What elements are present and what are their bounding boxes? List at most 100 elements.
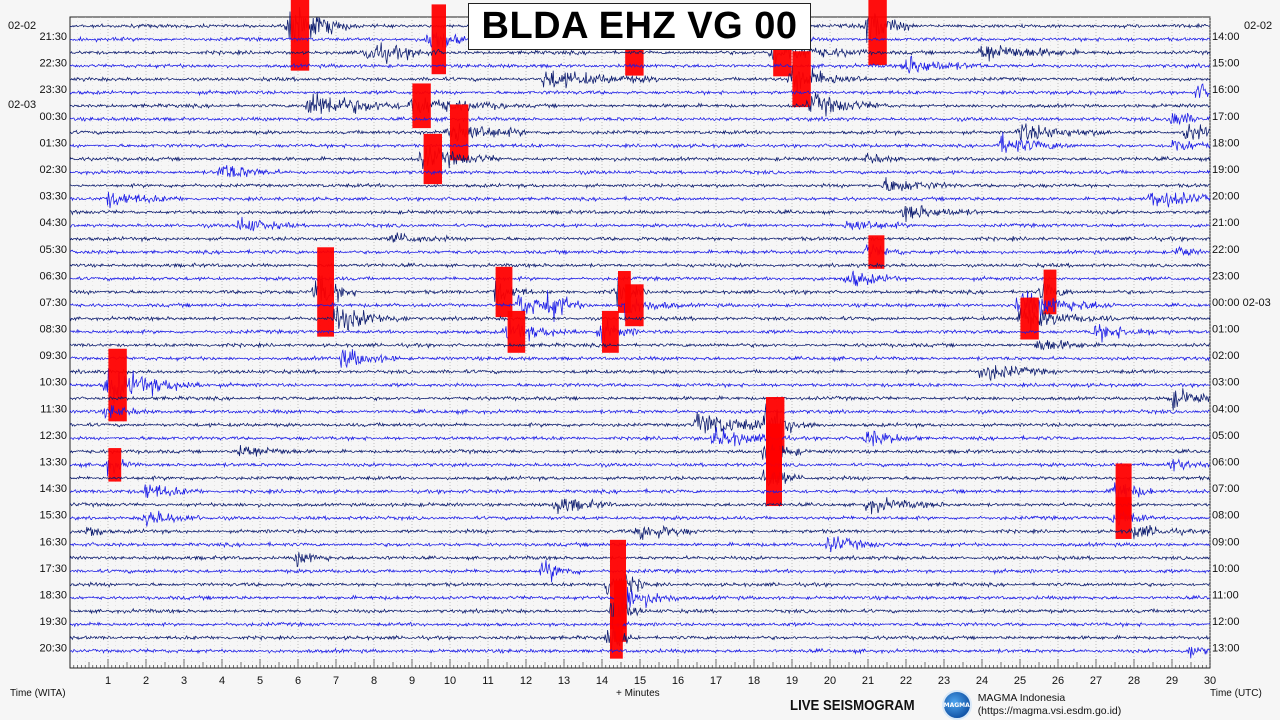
x-tick-label: 1 <box>105 675 111 687</box>
trace-46 <box>69 621 1211 629</box>
trace-43 <box>69 573 1211 596</box>
right-hour-label: 02:00 <box>1212 350 1240 362</box>
clipped-signal <box>495 266 513 318</box>
trace-19 <box>69 262 1211 269</box>
clipped-signal <box>317 247 334 337</box>
clipped-signal <box>450 104 469 161</box>
clipped-signal <box>423 133 442 185</box>
clipped-signal <box>625 284 644 327</box>
right-axis-title: Time (UTC) <box>1210 688 1262 699</box>
trace-31 <box>69 403 1211 437</box>
trace-44 <box>69 586 1211 610</box>
right-hour-label: 19:00 <box>1212 164 1240 176</box>
x-tick-label: 20 <box>824 675 836 687</box>
x-tick-label: 8 <box>371 675 377 687</box>
right-hour-label: 09:00 <box>1212 536 1240 548</box>
left-hour-label: 00:30 <box>39 111 67 123</box>
trace-20 <box>69 270 1211 287</box>
clipped-signal <box>766 450 782 507</box>
trace-45 <box>69 602 1211 630</box>
clipped-signal <box>792 51 811 108</box>
x-tick-label: 6 <box>295 675 301 687</box>
left-hour-label: 20:30 <box>39 643 67 655</box>
right-hour-label: 17:00 <box>1212 111 1240 123</box>
right-hour-label: 14:00 <box>1212 31 1240 43</box>
left-hour-label: 09:30 <box>39 350 67 362</box>
trace-16 <box>69 216 1211 232</box>
x-tick-label: 5 <box>257 675 263 687</box>
left-hour-label: 18:30 <box>39 590 67 602</box>
trace-47 <box>69 626 1211 652</box>
left-hour-label: 04:30 <box>39 217 67 229</box>
x-tick-label: 4 <box>219 675 225 687</box>
minute-gridlines <box>77 17 1211 668</box>
trace-7 <box>69 91 1211 117</box>
trace-34 <box>69 458 1211 477</box>
right-date-top: 02-02 <box>1244 20 1273 32</box>
live-seismogram-label: LIVE SEISMOGRAM <box>790 696 915 714</box>
x-tick-label: 16 <box>672 675 684 687</box>
seismic-traces <box>69 0 1211 659</box>
x-tick-label: 21 <box>862 675 874 687</box>
org-name: MAGMA Indonesia <box>977 692 1066 704</box>
left-hour-label: 10:30 <box>39 377 67 389</box>
left-hour-label: 23:30 <box>39 84 67 96</box>
left-time-axis: 21:30 22:30 23:30 00:30 01:30 02:30 03:30 04:30… <box>39 31 67 655</box>
trace-4 <box>69 55 1211 74</box>
clipped-signal <box>868 0 887 66</box>
trace-41 <box>69 552 1211 568</box>
trace-8 <box>69 112 1211 125</box>
clipped-signal <box>431 4 446 75</box>
clipped-signal <box>290 0 310 71</box>
right-hour-label: 23:00 <box>1212 270 1240 282</box>
clipped-signal <box>507 310 526 353</box>
trace-28 <box>69 368 1210 404</box>
logo-text: MAGMA <box>943 701 970 709</box>
trace-27 <box>69 365 1211 382</box>
right-hour-label: 13:00 <box>1212 643 1240 655</box>
x-tick-label: 2 <box>143 675 149 687</box>
trace-14 <box>69 191 1211 209</box>
left-hour-label: 05:30 <box>39 244 67 256</box>
clipped-signal <box>868 235 885 269</box>
left-hour-label: 01:30 <box>39 137 67 149</box>
clipped-signal <box>108 448 122 482</box>
trace-40 <box>69 536 1211 553</box>
right-hour-label: 22:00 <box>1212 244 1240 256</box>
right-time-axis: 14:00 15:00 16:00 17:00 18:00 19:00 20:00 21:00… <box>1212 31 1271 655</box>
trace-23 <box>69 305 1211 331</box>
x-tick-label: 26 <box>1052 675 1064 687</box>
trace-39 <box>69 525 1211 540</box>
trace-29 <box>69 388 1211 411</box>
left-hour-label: 13:30 <box>39 457 67 469</box>
trace-18 <box>69 244 1210 258</box>
x-tick-label: 13 <box>558 675 570 687</box>
right-hour-label: 05:00 <box>1212 430 1240 442</box>
clipped-signal <box>412 83 431 129</box>
x-tick-label: 14 <box>596 675 608 687</box>
right-hour-label: 03:00 <box>1212 377 1240 389</box>
right-hour-label: 00:00 02-03 <box>1212 297 1271 309</box>
left-hour-label: 16:30 <box>39 536 67 548</box>
trace-32 <box>70 427 1211 447</box>
left-hour-label: 22:30 <box>39 58 67 70</box>
right-hour-label: 12:00 <box>1212 616 1240 628</box>
right-hour-label: 16:00 <box>1212 84 1240 96</box>
left-hour-label: 11:30 <box>40 403 67 415</box>
x-tick-label: 7 <box>333 675 339 687</box>
x-tick-label: 27 <box>1090 675 1102 687</box>
station-title-box: BLDA EHZ VG 00 <box>468 3 811 50</box>
right-hour-label: 21:00 <box>1212 217 1240 229</box>
left-hour-label: 14:30 <box>39 483 67 495</box>
right-hour-label: 10:00 <box>1212 563 1240 575</box>
left-date-top: 02-02 <box>8 20 37 32</box>
trace-3 <box>69 42 1211 64</box>
trace-37 <box>69 497 1211 515</box>
x-tick-label: 28 <box>1128 675 1140 687</box>
trace-6 <box>69 83 1211 98</box>
x-tick-label: 11 <box>482 675 493 687</box>
x-tick-label: 10 <box>444 675 456 687</box>
trace-42 <box>69 560 1211 583</box>
trace-10 <box>69 131 1211 153</box>
x-tick-label: 9 <box>409 675 415 687</box>
